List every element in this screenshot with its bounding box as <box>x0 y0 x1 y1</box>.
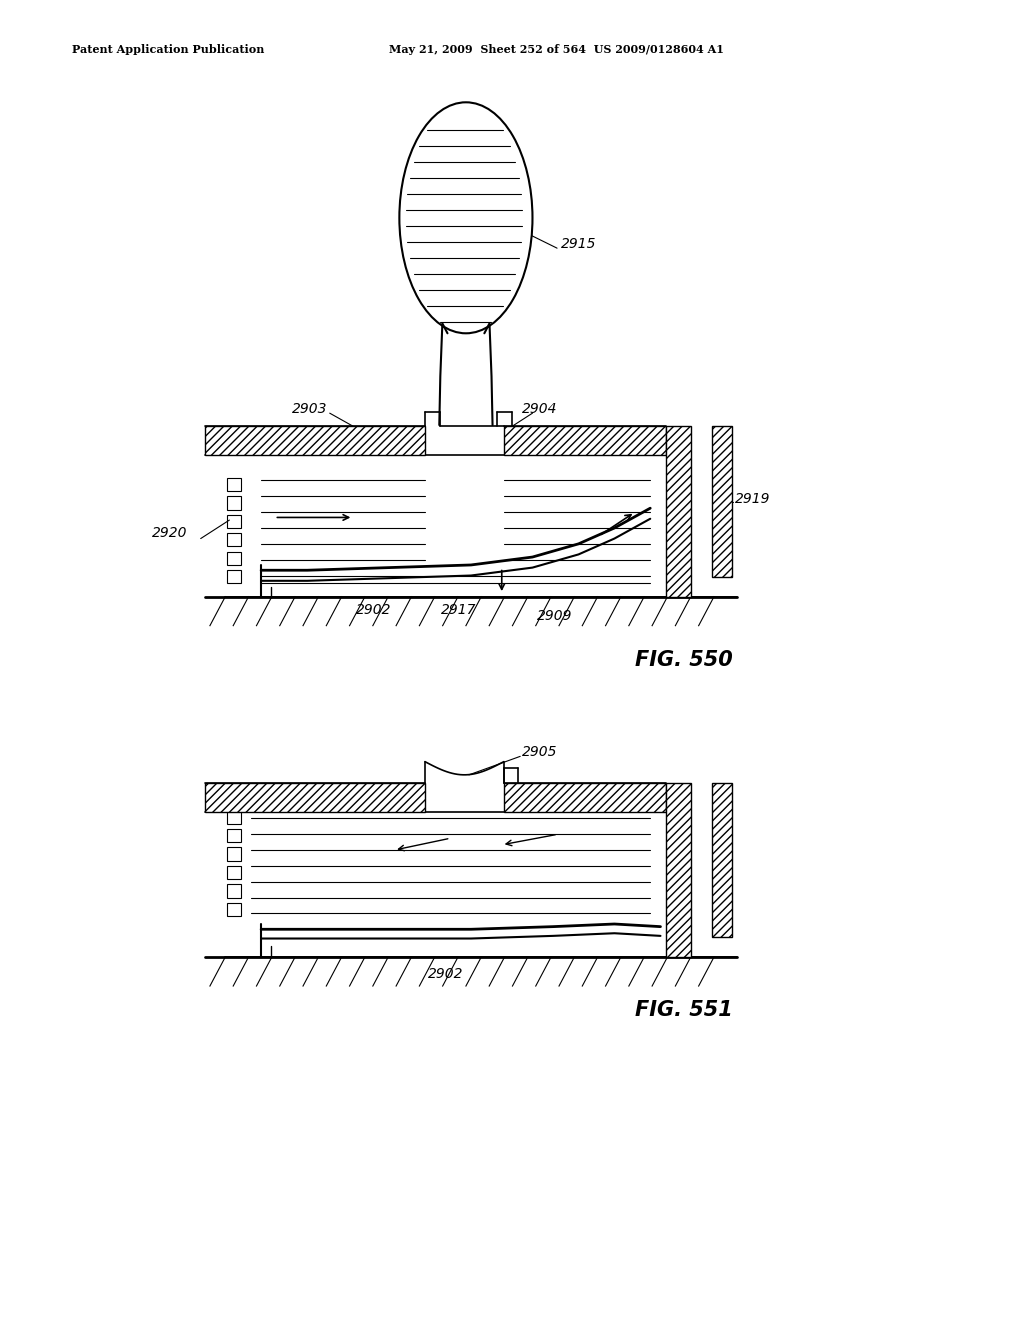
Text: 2917: 2917 <box>441 603 476 616</box>
Bar <box>205 426 425 455</box>
Text: FIG. 551: FIG. 551 <box>635 999 732 1020</box>
Text: Patent Application Publication: Patent Application Publication <box>72 44 264 54</box>
Bar <box>666 426 691 597</box>
Bar <box>712 783 732 937</box>
Bar <box>227 847 241 861</box>
Bar <box>227 533 241 546</box>
Bar <box>227 829 241 842</box>
Bar <box>227 884 241 898</box>
Bar <box>227 496 241 510</box>
Ellipse shape <box>399 103 532 333</box>
Bar <box>227 478 241 491</box>
Text: 2902: 2902 <box>428 968 463 981</box>
Bar <box>666 783 691 957</box>
Bar <box>227 570 241 583</box>
Text: 2905: 2905 <box>522 746 558 759</box>
Bar <box>227 866 241 879</box>
Bar <box>205 783 425 812</box>
Text: FIG. 550: FIG. 550 <box>635 649 732 671</box>
Bar <box>504 783 666 812</box>
Bar <box>227 515 241 528</box>
Bar <box>504 426 666 455</box>
Text: 2920: 2920 <box>152 527 187 540</box>
Bar <box>227 810 241 824</box>
Text: May 21, 2009  Sheet 252 of 564  US 2009/0128604 A1: May 21, 2009 Sheet 252 of 564 US 2009/01… <box>389 44 724 54</box>
Bar <box>227 552 241 565</box>
Text: 2919: 2919 <box>735 492 771 506</box>
Bar <box>712 426 732 577</box>
Bar <box>227 903 241 916</box>
Text: 2903: 2903 <box>292 403 328 416</box>
Text: 2902: 2902 <box>356 603 391 616</box>
Text: 2915: 2915 <box>561 238 597 251</box>
Text: 2909: 2909 <box>538 610 572 623</box>
Text: 2904: 2904 <box>522 403 558 416</box>
